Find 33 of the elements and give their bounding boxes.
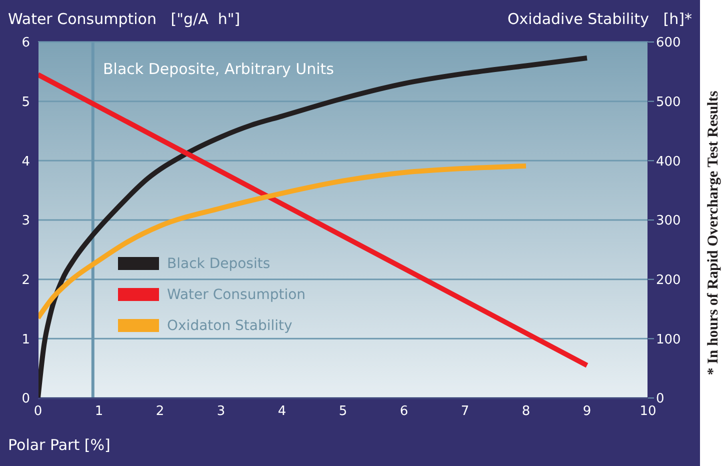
legend-label: Water Consumption [167, 286, 306, 302]
y-axis-title: Water Consumption ["g/A h"] [8, 10, 240, 28]
x-tick-label: 10 [640, 404, 656, 420]
x-tick-label: 4 [278, 404, 286, 420]
y2-axis-title: Oxidadive Stability [h]* [507, 10, 692, 28]
x-tick-label: 3 [216, 404, 226, 420]
y2-tick-label: 200 [656, 272, 681, 288]
y2-tick-label: 600 [656, 36, 681, 51]
x-tick-label: 8 [522, 404, 530, 420]
y-tick-label: 4 [22, 154, 30, 170]
text: * In hours of Rapid Overcharge Test Results [706, 90, 722, 376]
y-tick-label: 3 [22, 214, 30, 229]
x-axis-title: Polar Part [%] [8, 436, 110, 454]
y2-tick-label: 100 [656, 332, 681, 348]
annotation: Black Deposite, Arbitrary Units [103, 60, 334, 78]
x-tick-label: 2 [156, 404, 164, 420]
y2-tick-label: 0 [656, 392, 664, 407]
y-tick-label: 0 [22, 392, 30, 407]
y2-tick-label: 500 [656, 94, 681, 110]
y-tick-label: 2 [22, 272, 30, 288]
x-tick-label: 7 [460, 404, 470, 420]
y2-tick-label: 400 [656, 154, 681, 170]
y-tick-label: 5 [22, 94, 30, 110]
x-tick-label: 6 [400, 404, 408, 420]
y-tick-label: 6 [22, 36, 30, 51]
x-tick-label: 1 [94, 404, 104, 420]
y2-tick-label: 300 [656, 214, 681, 229]
legend-label: Oxidaton Stability [167, 318, 292, 334]
legend-label: Black Deposits [167, 256, 270, 272]
x-tick-label: 5 [338, 404, 348, 420]
x-tick-label: 9 [582, 404, 592, 420]
x-tick-label: 0 [34, 404, 42, 420]
y-tick-label: 1 [22, 332, 30, 348]
